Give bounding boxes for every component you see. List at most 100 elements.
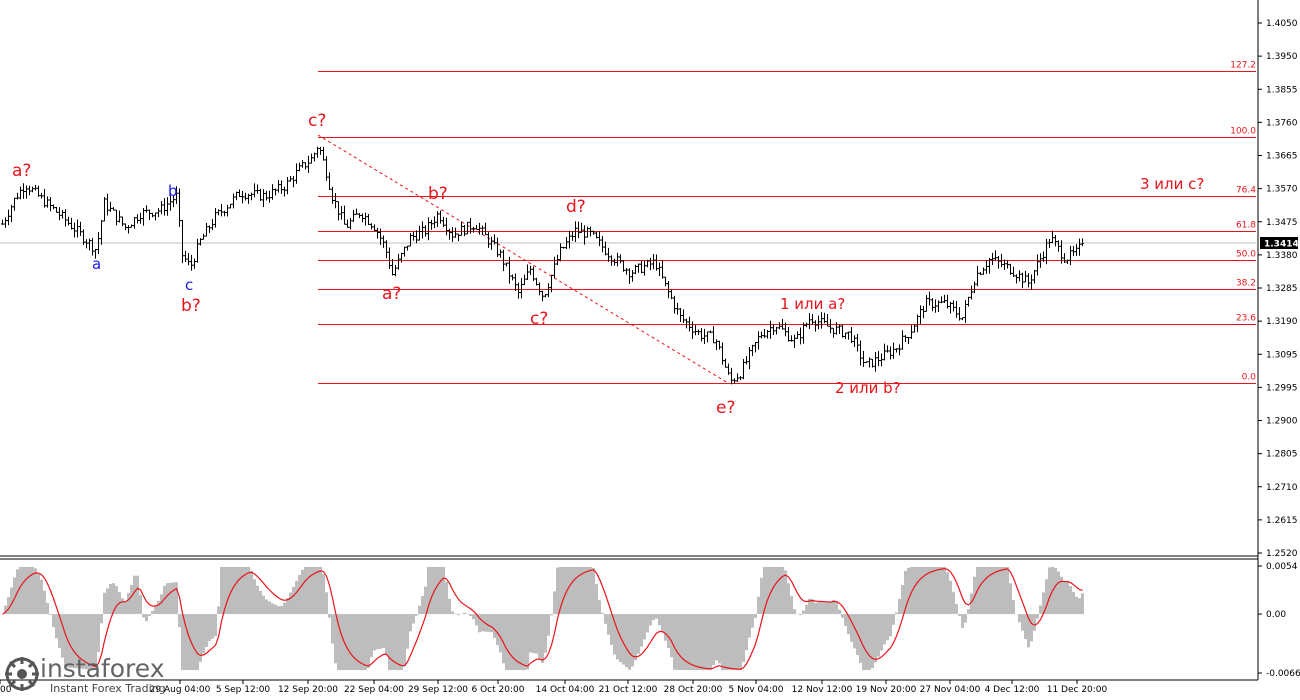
candle (424, 225, 427, 237)
candle (814, 320, 817, 332)
candle (1036, 254, 1039, 276)
candle (163, 198, 166, 216)
candle (346, 219, 349, 228)
candle (61, 209, 64, 219)
candle (412, 232, 415, 241)
candle (655, 254, 658, 271)
candle (310, 153, 313, 164)
candle (1012, 266, 1015, 277)
price-tick-label: 1.3855 (1266, 85, 1298, 95)
wave-label: a? (382, 284, 401, 304)
candle (475, 225, 478, 230)
candle (403, 246, 406, 257)
wave-label: d? (566, 197, 586, 217)
candle (457, 233, 460, 242)
candle (88, 238, 91, 251)
candle (157, 208, 160, 218)
candle (232, 193, 235, 209)
candle (358, 213, 361, 218)
candle (949, 301, 952, 314)
candle (691, 321, 694, 340)
price-tick-label: 1.3285 (1266, 284, 1298, 294)
time-tick-label: 12 Sep 20:00 (278, 685, 338, 695)
candle (643, 260, 646, 276)
time-tick-label: 21 Oct 12:00 (599, 685, 658, 695)
osc-tick-label: 0.0054 (1266, 562, 1298, 572)
candle (964, 299, 967, 324)
candle (175, 186, 178, 204)
candle (184, 250, 187, 263)
time-tick-label: 00 (0, 685, 12, 695)
wave-label: b (168, 182, 178, 200)
candle (844, 332, 847, 340)
candle (523, 274, 526, 286)
candle (442, 216, 445, 228)
candle (670, 289, 673, 300)
candle (298, 162, 301, 172)
candle (805, 322, 808, 328)
candle (607, 247, 610, 262)
candle (916, 314, 919, 333)
candle (577, 221, 580, 239)
candle (520, 278, 523, 299)
price-tick-label: 1.2520 (1266, 549, 1298, 559)
candle (370, 223, 373, 230)
candle (124, 223, 127, 231)
wave-label: b? (428, 184, 448, 204)
fibonacci-retracement[interactable]: 127.2 100.0 76.4 61.8 50.0 38.2 23.6 0.0 (318, 61, 1256, 384)
candle (52, 204, 55, 210)
candle (142, 207, 145, 226)
candle (229, 203, 232, 209)
candle (1030, 274, 1033, 291)
candle (574, 221, 577, 243)
candle (448, 228, 451, 240)
candle (934, 299, 937, 313)
candle (1006, 260, 1009, 269)
candle (664, 276, 667, 287)
candle (769, 320, 772, 339)
candle (661, 260, 664, 279)
candle (319, 146, 322, 155)
candle (1003, 259, 1006, 270)
candle (211, 218, 214, 231)
fibonacci-trend-line[interactable] (317, 134, 729, 384)
candle (178, 188, 181, 227)
candle (103, 196, 106, 222)
candle (1057, 240, 1060, 252)
candle (502, 249, 505, 272)
candle (553, 256, 556, 279)
candle (208, 225, 211, 233)
candle (658, 262, 661, 276)
candle (433, 216, 436, 229)
candle (892, 342, 895, 359)
candle (46, 196, 49, 208)
candle (913, 324, 916, 333)
candle (889, 346, 892, 360)
candle (946, 294, 949, 309)
candle (1075, 244, 1078, 256)
candle (241, 191, 244, 204)
candle (712, 326, 715, 344)
candle (25, 185, 28, 199)
candle (556, 254, 559, 266)
candle (472, 226, 475, 233)
candle (631, 269, 634, 282)
wave-labels: a? a b c b? c? a? b? c? d? e? 1 или a? 2… (12, 111, 1204, 418)
candle (619, 254, 622, 264)
fib-level-label: 0.0 (1242, 373, 1257, 383)
candle (73, 222, 76, 238)
candle (688, 316, 691, 332)
candle (1045, 238, 1048, 265)
candle (190, 254, 193, 271)
candle (364, 212, 367, 226)
candle (652, 254, 655, 270)
candle (271, 184, 274, 200)
candle (100, 220, 103, 245)
candle (289, 175, 292, 182)
candle (838, 324, 841, 335)
candle (952, 300, 955, 312)
candle (808, 313, 811, 329)
candle (763, 328, 766, 338)
candle (349, 218, 352, 230)
candle (979, 272, 982, 276)
